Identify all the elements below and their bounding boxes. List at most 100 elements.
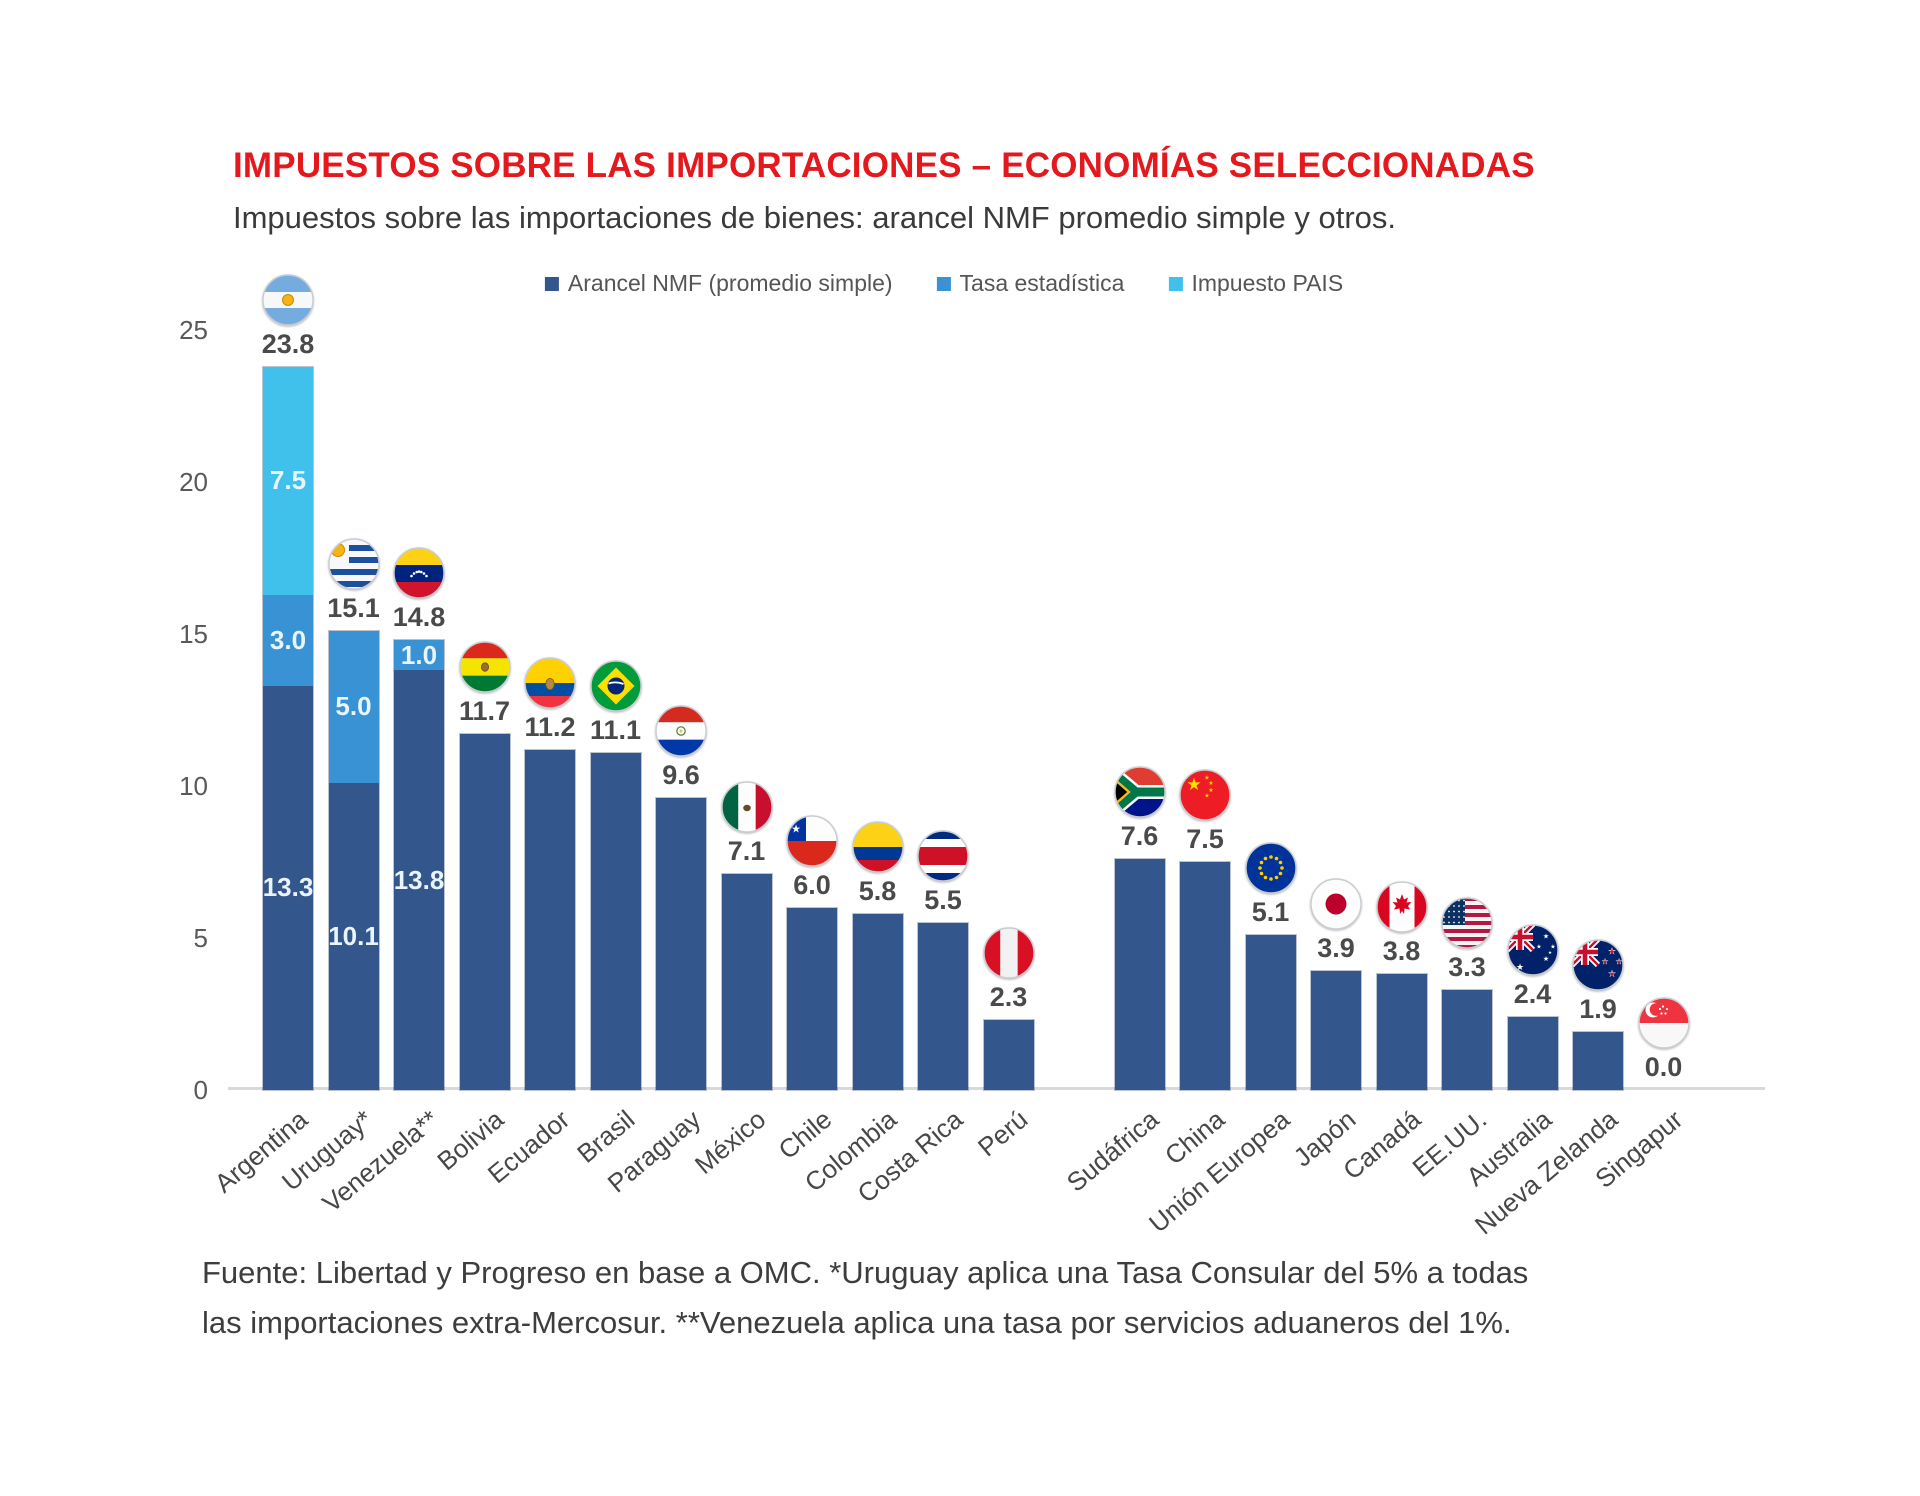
total-value-label-singapur: 0.0 [1644,1052,1683,1082]
total-value-label-union-europea: 5.1 [1251,896,1290,927]
total-value-label-uruguay: 15.1 [327,592,380,623]
svg-text:★: ★ [1208,787,1213,794]
paraguay-flag-icon [655,705,707,757]
bar-group-japon: 3.9 [1303,878,1369,1091]
bar-group-china: ★ ★ ★ ★ ★ 7.5 [1172,769,1238,1091]
colombia-flag-icon [851,820,904,873]
bar-segment-china-Arancel NMF (promedio simple) [1180,862,1230,1090]
bar-group-mexico: 7.1 [714,781,780,1091]
bar-segment-chile-Arancel NMF (promedio simple) [787,907,837,1090]
svg-text:★: ★ [1208,780,1213,787]
total-value-label-brasil: 11.1 [589,714,642,745]
total-value-label-canada: 3.8 [1382,936,1421,967]
total-value-label-sudafrica: 7.6 [1120,820,1159,851]
y-axis-tick-0: 0 [193,1075,208,1105]
legend-item-0: Arancel NMF (promedio simple) [544,270,893,297]
svg-text:★: ★ [1204,775,1209,782]
source-note-line2: las importaciones extra-Mercosur. **Vene… [202,1305,1512,1340]
segment-value-label: 5.0 [335,691,372,722]
total-value-label-bolivia: 11.7 [458,696,511,727]
svg-text:★: ★ [1602,958,1608,966]
bar-peru [982,1019,1035,1091]
total-value-label-venezuela: 14.8 [392,602,446,633]
y-axis-tick-5: 5 [193,923,208,953]
bar-segment-union-europea-Arancel NMF (promedio simple) [1245,934,1296,1090]
bar-group-ecuador: 11.2 [517,656,583,1092]
bar-paraguay [655,797,707,1091]
bar-group-bolivia: 11.7 [452,641,518,1091]
total-value-label-colombia: 5.8 [858,875,897,906]
total-value-label-paraguay: 9.6 [662,760,700,791]
svg-text:★: ★ [1204,793,1209,800]
svg-text:★: ★ [1186,775,1201,795]
svg-text:★: ★ [1609,947,1616,956]
nueva-zelanda-flag-icon: ★ ★ ★ ★ ★ ★ ★ ★ [1572,939,1624,991]
svg-text:★: ★ [1542,933,1548,941]
bar-group-paraguay: 9.6 [648,705,714,1091]
bar-argentina: 13.3 3.0 7.5 [262,365,314,1091]
total-value-label-peru: 2.3 [989,982,1028,1013]
bar-group-nueva-zelanda: ★ ★ ★ ★ ★ ★ ★ ★ 1.9 [1565,939,1631,1091]
svg-text:★: ★ [1616,958,1622,966]
legend-swatch-icon [1168,276,1183,291]
bar-group-sudafrica: 7.6 [1107,766,1173,1092]
svg-text:★: ★ [1515,963,1523,973]
bar-segment-ecuador-Arancel NMF (promedio simple) [525,749,575,1090]
total-value-label-ecuador: 11.2 [524,711,576,742]
svg-text:★: ★ [1601,958,1609,968]
bar-segment-argentina-Arancel NMF (promedio simple): 13.3 [263,685,313,1090]
legend-label: Arancel NMF (promedio simple) [567,270,893,296]
bar-segment-peru-Arancel NMF (promedio simple) [983,1020,1034,1090]
total-value-label-mexico: 7.1 [727,836,766,867]
total-value-label-australia: 2.4 [1513,979,1552,1010]
bar-segment-mexico-Arancel NMF (promedio simple) [721,874,772,1090]
eeuu-flag-icon [1441,896,1493,949]
bar-segment-venezuela-Tasa estadística: 1.0 [394,640,444,671]
svg-text:★: ★ [1542,955,1548,963]
total-value-label-argentina: 23.8 [261,328,315,359]
chart-subtitle: Impuestos sobre las importaciones de bie… [233,200,1397,235]
bar-colombia [851,912,904,1092]
venezuela-flag-icon [393,547,445,599]
bar-segment-argentina-Impuesto PAIS: 7.5 [263,366,313,595]
bar-segment-sudafrica-Arancel NMF (promedio simple) [1114,858,1165,1090]
total-value-label-nueva-zelanda: 1.9 [1579,994,1617,1025]
union-europea-flag-icon [1244,842,1297,894]
svg-text:★: ★ [1609,970,1616,979]
bar-uruguay: 10.1 5.0 [327,629,380,1092]
bar-group-uruguay: 15.1 10.1 5.0 [321,538,387,1092]
chile-flag-icon: ★ [786,814,838,867]
svg-text:★: ★ [1608,947,1617,958]
bar-nueva-zelanda [1572,1031,1624,1091]
svg-text:★: ★ [791,822,801,835]
bar-sudafrica [1113,857,1166,1092]
total-value-label-japon: 3.9 [1317,933,1355,964]
svg-text:★: ★ [1550,944,1555,951]
bar-chile [786,906,838,1092]
y-axis-tick-25: 25 [179,315,208,345]
legend-swatch-icon [544,276,559,291]
y-axis-tick-15: 15 [179,619,208,649]
legend-swatch-icon [936,276,951,291]
bar-group-colombia: 5.8 [845,820,911,1092]
bar-segment-paraguay-Arancel NMF (promedio simple) [656,798,706,1090]
costa-rica-flag-icon [917,830,969,882]
bar-australia [1506,1016,1559,1091]
bar-japon [1310,970,1362,1091]
japon-flag-icon [1310,878,1362,931]
australia-flag-icon: ★ ★ ★ ★ ★ ★ [1506,924,1559,976]
bar-bolivia [458,733,511,1091]
bar-eeuu [1441,988,1493,1092]
ecuador-flag-icon [524,656,576,709]
bar-group-argentina: 23.8 13.3 3.0 7.5 [255,273,321,1091]
bar-segment-argentina-Tasa estadística: 3.0 [263,594,313,686]
bar-segment-japon-Arancel NMF (promedio simple) [1311,971,1361,1090]
bar-segment-uruguay-Arancel NMF (promedio simple): 10.1 [328,782,379,1090]
bar-group-costa-rica: 5.5 [910,830,976,1092]
segment-value-label: 10.1 [328,920,379,951]
bar-venezuela: 13.8 1.0 [393,639,445,1091]
bar-group-union-europea: 5.1 [1238,842,1304,1092]
source-note: Fuente: Libertad y Progreso en base a OM… [202,1248,1528,1348]
bar-canada [1375,973,1428,1091]
